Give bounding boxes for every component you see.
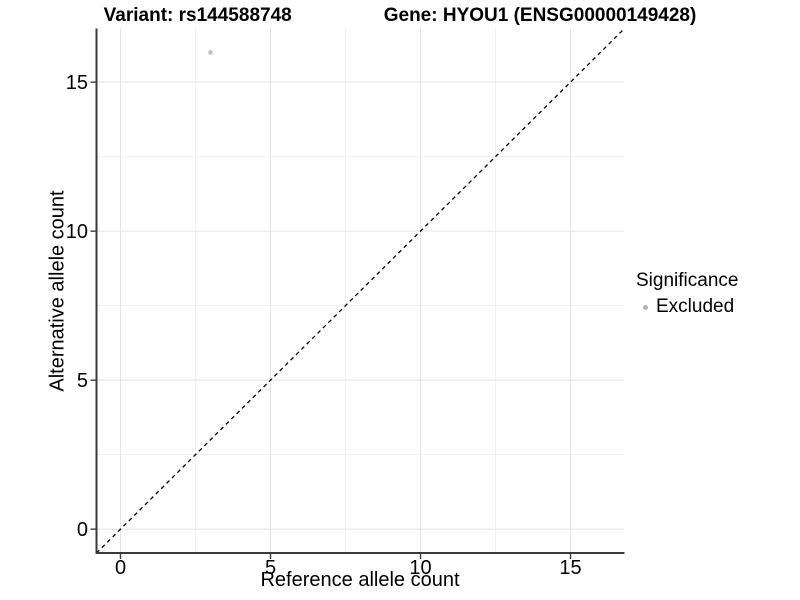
legend-label: Excluded — [656, 296, 735, 317]
x-axis-title: Reference allele count — [260, 569, 460, 591]
variant-title: Variant: rs144588748 — [103, 5, 292, 26]
x-tick-label: 0 — [115, 557, 126, 579]
y-axis-title: Alternative allele count — [46, 190, 69, 392]
x-tick-label: 15 — [559, 557, 581, 579]
legend-point-icon — [643, 304, 648, 310]
y-tick-label: 15 — [66, 72, 88, 94]
plot-title: Variant: rs144588748 Gene: HYOU1 (ENSG00… — [0, 5, 800, 27]
legend-item: Excluded — [636, 296, 738, 318]
x-tick-label: 10 — [409, 557, 431, 579]
identity-line — [96, 28, 625, 554]
x-tick-label: 5 — [265, 557, 276, 579]
legend-title: Significance — [636, 270, 739, 291]
y-tick-label: 5 — [77, 370, 88, 392]
data-point — [208, 50, 213, 55]
legend: Significance Excluded — [636, 270, 738, 318]
gene-title: Gene: HYOU1 (ENSG00000149428) — [383, 5, 697, 26]
y-tick-label: 0 — [77, 519, 88, 541]
y-tick-label: 10 — [66, 221, 88, 243]
